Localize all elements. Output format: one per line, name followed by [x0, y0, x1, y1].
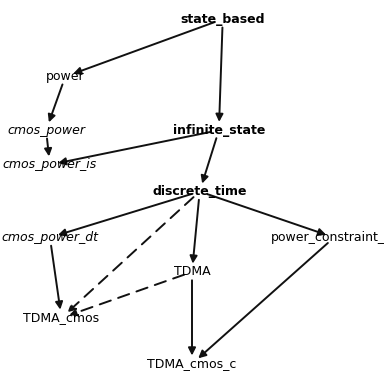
Text: discrete_time: discrete_time: [152, 185, 247, 198]
Text: TDMA_cmos: TDMA_cmos: [23, 311, 99, 324]
Text: infinite_state: infinite_state: [173, 124, 265, 137]
Text: power: power: [46, 70, 84, 83]
Text: cmos_power: cmos_power: [7, 124, 85, 137]
Text: cmos_power_dt: cmos_power_dt: [2, 231, 98, 244]
Text: TDMA_cmos_c: TDMA_cmos_c: [147, 357, 237, 370]
Text: TDMA: TDMA: [174, 265, 210, 278]
Text: cmos_power_is: cmos_power_is: [3, 158, 97, 171]
Text: state_based: state_based: [180, 13, 265, 26]
Text: power_constraint_dt: power_constraint_dt: [271, 231, 384, 244]
